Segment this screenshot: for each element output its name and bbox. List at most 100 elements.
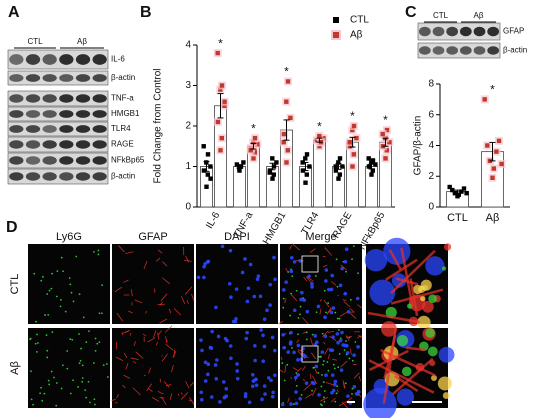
cell	[106, 376, 109, 378]
cell	[69, 283, 72, 286]
process	[341, 401, 348, 409]
process	[125, 363, 129, 370]
cell	[314, 275, 317, 277]
blot-band	[42, 110, 57, 118]
process	[157, 390, 164, 395]
band-label: IL-6	[111, 55, 125, 64]
cell	[101, 312, 103, 315]
band-label: β-actin	[111, 73, 135, 82]
blot-band	[9, 125, 24, 133]
point	[270, 156, 275, 161]
point	[205, 172, 210, 177]
blot-band	[42, 54, 57, 65]
cell	[273, 348, 277, 353]
blot-band	[446, 26, 459, 37]
blot-band	[432, 46, 445, 55]
cell	[346, 394, 350, 398]
blot-band	[42, 125, 57, 133]
cell	[344, 247, 349, 252]
process	[123, 279, 129, 283]
cell	[66, 350, 69, 352]
cell	[215, 358, 219, 362]
cell	[327, 369, 330, 372]
cell	[281, 332, 286, 337]
cell	[294, 401, 299, 406]
process	[285, 267, 289, 274]
x-tick-label: Aβ	[486, 212, 500, 224]
cell	[252, 294, 257, 299]
cell	[227, 281, 232, 286]
cell	[60, 387, 63, 390]
cell	[262, 344, 267, 349]
point	[281, 131, 287, 137]
cell	[81, 380, 84, 383]
process	[155, 341, 158, 346]
cell	[354, 341, 357, 343]
legend-label: CTL	[350, 15, 369, 26]
process	[303, 276, 308, 282]
significance: *	[284, 65, 289, 79]
significance: *	[490, 83, 495, 97]
cell	[344, 382, 347, 385]
cell	[334, 311, 337, 314]
cell	[280, 402, 285, 407]
process	[409, 278, 419, 317]
cell	[30, 398, 33, 401]
point	[314, 137, 320, 143]
cell	[345, 344, 349, 348]
cell	[34, 342, 37, 345]
process	[385, 258, 418, 281]
point	[366, 164, 372, 169]
process	[310, 352, 317, 360]
blot-band	[432, 26, 445, 37]
micrograph	[28, 328, 110, 408]
cell	[319, 356, 322, 358]
cell	[251, 373, 255, 377]
cell	[295, 384, 298, 387]
process	[165, 384, 172, 387]
cell	[338, 329, 340, 331]
process	[153, 330, 157, 338]
cell	[258, 294, 263, 299]
cell	[300, 394, 303, 396]
cell	[259, 328, 263, 332]
process	[159, 318, 168, 324]
cell	[430, 375, 437, 382]
cell	[305, 338, 308, 341]
cell	[224, 387, 229, 391]
process	[406, 346, 425, 352]
cell	[348, 357, 351, 360]
cell	[340, 330, 344, 335]
cell	[243, 394, 248, 399]
process	[129, 332, 132, 336]
cell	[336, 340, 340, 345]
cell	[235, 376, 240, 381]
cell	[97, 249, 100, 252]
cell	[206, 362, 211, 367]
cell	[200, 397, 204, 402]
process	[116, 393, 119, 399]
process	[284, 365, 287, 374]
process	[121, 332, 124, 336]
process	[357, 335, 363, 339]
process	[291, 294, 298, 301]
process	[191, 293, 195, 301]
process	[143, 260, 148, 270]
process	[304, 393, 313, 399]
cell	[333, 367, 336, 370]
blot-band	[42, 156, 57, 165]
cell	[335, 332, 340, 336]
cell	[246, 286, 251, 291]
cell	[303, 354, 307, 358]
cell	[323, 334, 328, 338]
process	[122, 330, 130, 334]
cell	[314, 364, 319, 369]
process	[157, 249, 163, 254]
blot-band	[75, 140, 91, 149]
cell	[320, 385, 323, 388]
process	[171, 365, 174, 373]
cell	[262, 317, 267, 321]
cell	[271, 390, 275, 395]
blot-band	[59, 94, 74, 103]
